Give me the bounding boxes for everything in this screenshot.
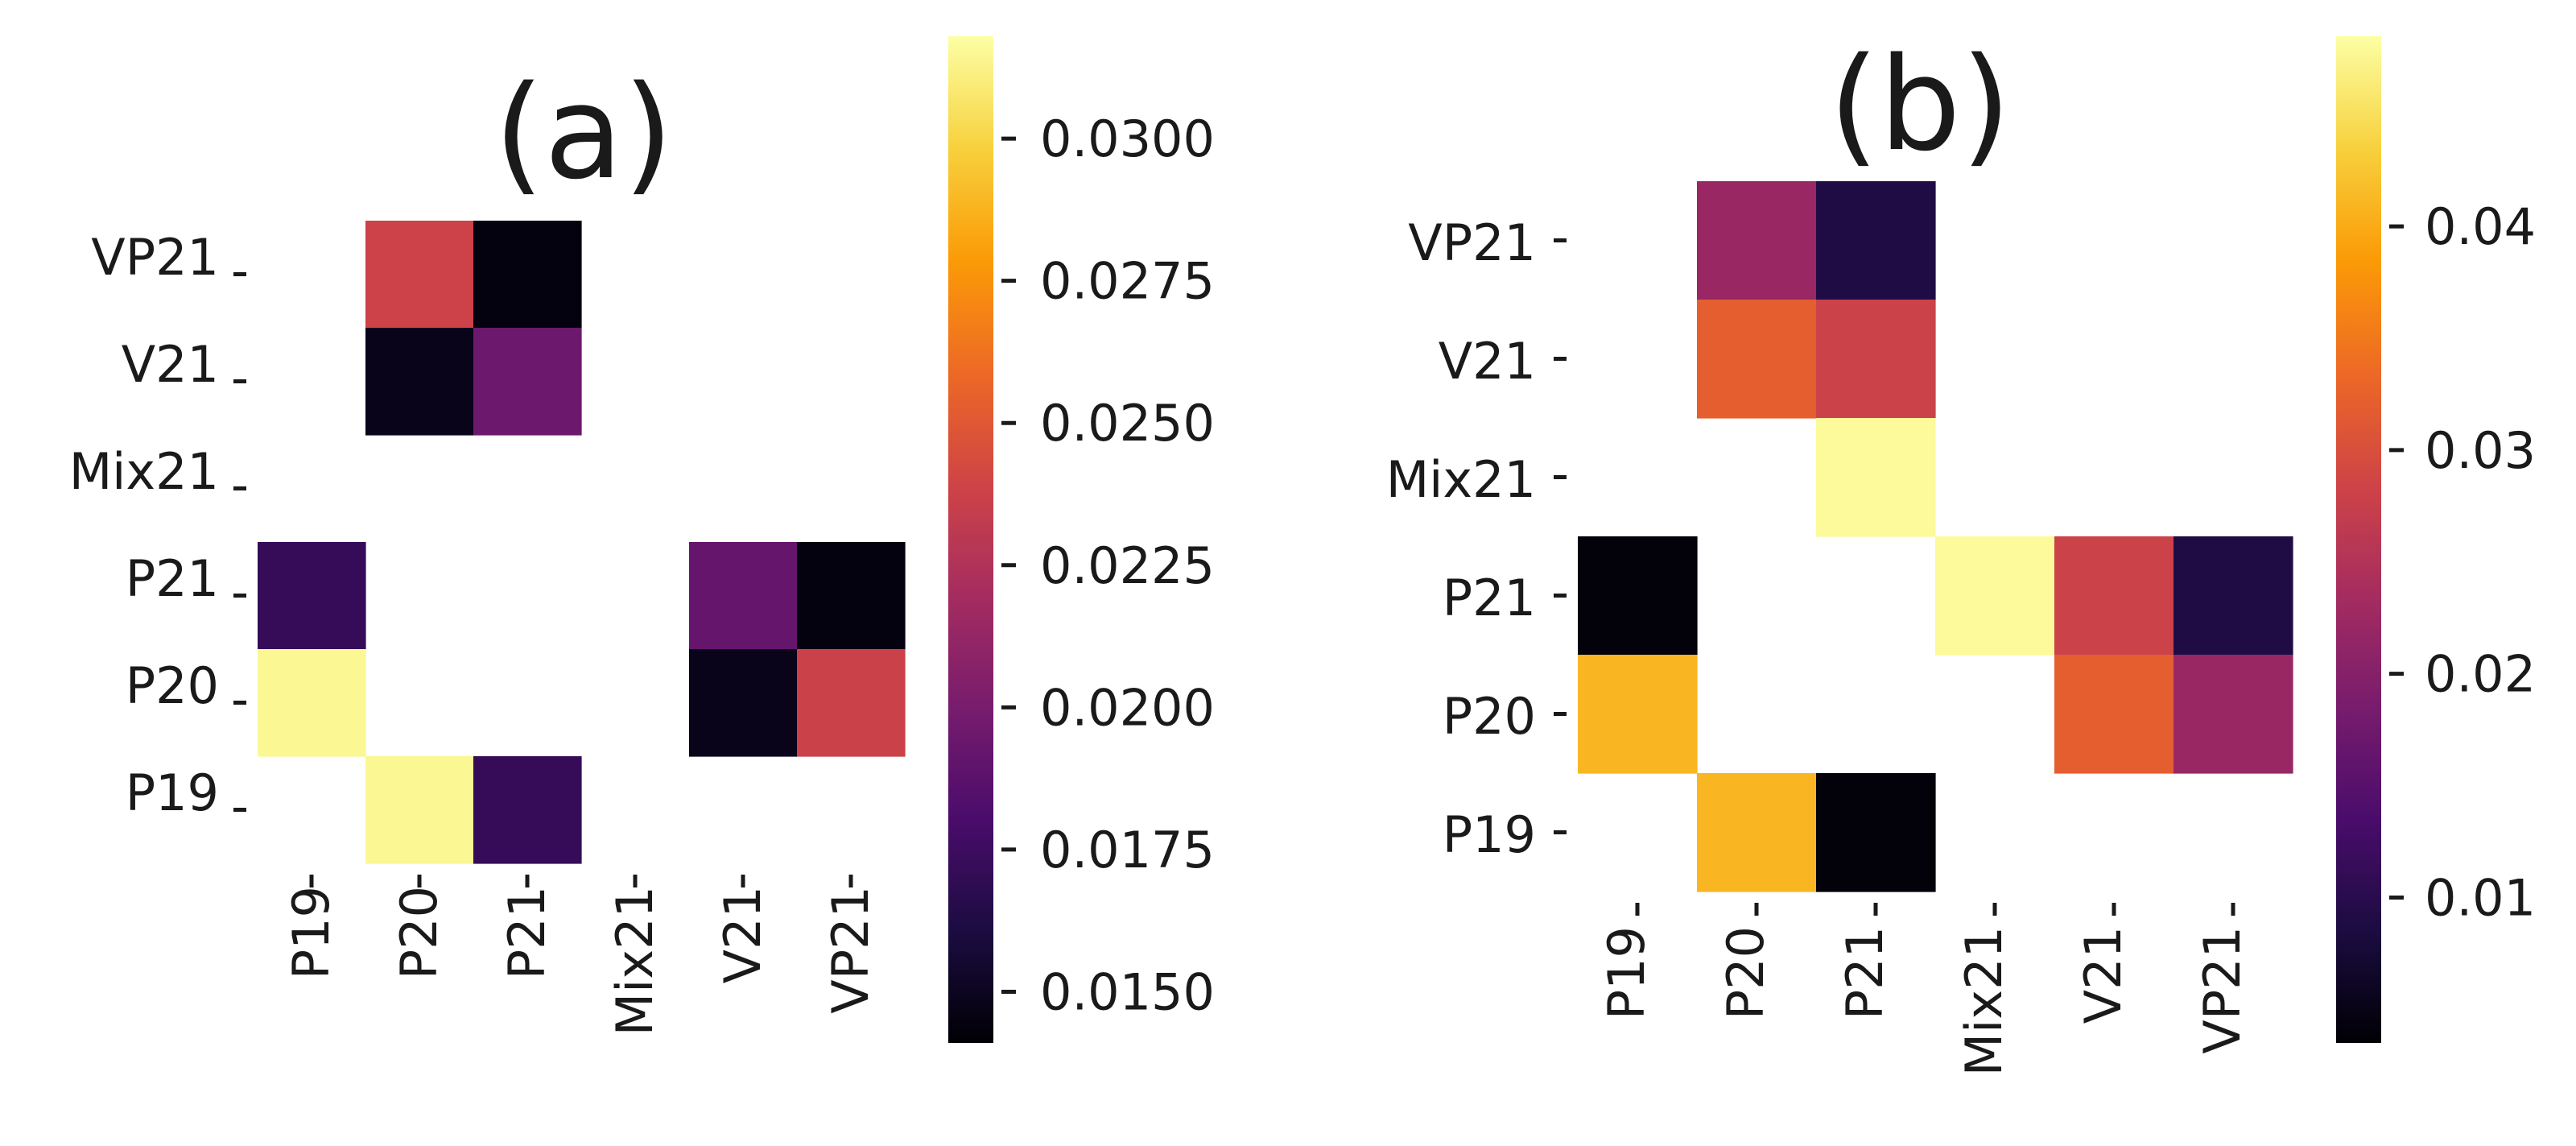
x-tick-label: VP21 — [821, 886, 880, 1014]
y-tick-label: P20 — [126, 656, 219, 715]
heatmap-cell-p21-p19 — [1578, 536, 1698, 656]
y-tick-label: V21 — [122, 335, 219, 394]
y-tick-label: P21 — [1443, 569, 1536, 627]
colorbar-tick-label: 0.0200 — [1040, 678, 1215, 737]
heatmap-cell-p21-mix21 — [1935, 536, 2055, 656]
heatmap-cell-p19-p21 — [473, 756, 582, 864]
heatmap-cell-p20-vp21 — [797, 649, 906, 757]
heatmap-b-x-axis: P19 P20 P21 Mix21 V21 VP21 — [1597, 926, 2252, 1076]
tick-marks — [233, 136, 2404, 994]
heatmap-cell-p20-p19 — [1578, 655, 1698, 774]
heatmap-cell-p21-p19 — [258, 542, 366, 650]
x-tick-label: P21 — [1835, 926, 1894, 1020]
colorbar-tick-label: 0.03 — [2425, 421, 2536, 480]
x-tick-label: P20 — [390, 886, 448, 979]
heatmap-cell-p21-v21 — [2054, 536, 2174, 656]
colorbar-tick-label: 0.0150 — [1040, 962, 1215, 1021]
panel-a-title: (a) — [494, 57, 674, 208]
colorbar-tick-label: 0.04 — [2425, 197, 2536, 256]
x-tick-label: VP21 — [2193, 926, 2252, 1054]
y-tick-label: P20 — [1443, 687, 1536, 746]
heatmap-cell-p20-v21 — [2054, 655, 2174, 774]
heatmap-cell-vp21-p21 — [473, 221, 582, 329]
y-tick-label: VP21 — [1408, 213, 1536, 272]
heatmap-cell-p20-vp21 — [2174, 655, 2293, 774]
colorbar-tick-label: 0.02 — [2425, 645, 2536, 704]
heatmap-a-y-axis: VP21 V21 Mix21 P21 P20 P19 — [69, 228, 219, 822]
heatmap-cell-v21-p20 — [1697, 300, 1817, 419]
y-tick-label: VP21 — [91, 228, 219, 287]
colorbar-b — [2336, 36, 2381, 1043]
y-tick-label: Mix21 — [1386, 450, 1536, 509]
y-tick-label: P19 — [1443, 805, 1536, 864]
x-tick-label: V21 — [2074, 926, 2132, 1024]
x-tick-label: V21 — [713, 886, 772, 983]
heatmap-cell-p20-v21 — [689, 649, 798, 757]
heatmap-cell-vp21-p21 — [1816, 181, 1936, 300]
heatmap-panel-b: (b) VP21 V21 Mix21 P21 P20 P19 P19 P20 P… — [1386, 29, 2536, 1076]
heatmap-cell-v21-p21 — [1816, 300, 1936, 419]
y-tick-label: P21 — [126, 549, 219, 608]
x-tick-label: Mix21 — [1955, 926, 2013, 1076]
heatmap-panel-a: (a) VP21 V21 Mix21 P21 P20 P19 P19 P20 P… — [69, 36, 1215, 1043]
heatmap-cell-p20-p19 — [258, 649, 366, 757]
y-tick-label: P19 — [126, 763, 219, 822]
heatmap-cell-mix21-p21 — [1816, 418, 1936, 537]
colorbar-tick-label: 0.0175 — [1040, 821, 1215, 879]
heatmap-a-x-axis: P19 P20 P21 Mix21 V21 VP21 — [282, 886, 880, 1036]
y-tick-label: V21 — [1439, 332, 1536, 391]
colorbar-b-ticks: 0.01 0.02 0.03 0.04 — [2425, 197, 2536, 927]
heatmap-cell-p19-p21 — [1816, 773, 1936, 892]
heatmap-cell-p21-v21 — [689, 542, 798, 650]
y-tick-label: Mix21 — [69, 442, 219, 501]
heatmap-b-cells — [1578, 181, 2293, 892]
colorbar-tick-label: 0.0250 — [1040, 394, 1215, 453]
x-tick-label: P21 — [497, 886, 556, 979]
panel-b-title: (b) — [1829, 29, 2011, 180]
colorbar-tick-label: 0.0300 — [1040, 110, 1215, 168]
x-tick-label: Mix21 — [605, 886, 664, 1036]
x-tick-label: P19 — [1597, 926, 1656, 1020]
heatmap-cell-p21-vp21 — [2174, 536, 2293, 656]
heatmap-cell-p21-vp21 — [797, 542, 906, 650]
colorbar-tick-label: 0.0275 — [1040, 252, 1215, 311]
x-tick-label: P20 — [1716, 926, 1775, 1020]
heatmap-cell-p19-p20 — [1697, 773, 1817, 892]
colorbar-tick-label: 0.0225 — [1040, 536, 1215, 595]
colorbar-a-ticks: 0.0150 0.0175 0.0200 0.0225 0.0250 0.027… — [1040, 110, 1215, 1021]
heatmap-cell-v21-p20 — [365, 328, 474, 436]
heatmap-cell-vp21-p20 — [365, 221, 474, 329]
heatmap-b-y-axis: VP21 V21 Mix21 P21 P20 P19 — [1386, 213, 1536, 864]
heatmap-cell-p19-p20 — [365, 756, 474, 864]
colorbar-tick-label: 0.01 — [2425, 868, 2536, 927]
heatmap-cell-vp21-p20 — [1697, 181, 1817, 300]
colorbar-a — [948, 36, 993, 1043]
heatmap-cell-v21-p21 — [473, 328, 582, 436]
heatmap-a-cells — [258, 221, 906, 864]
x-tick-label: P19 — [282, 886, 341, 979]
